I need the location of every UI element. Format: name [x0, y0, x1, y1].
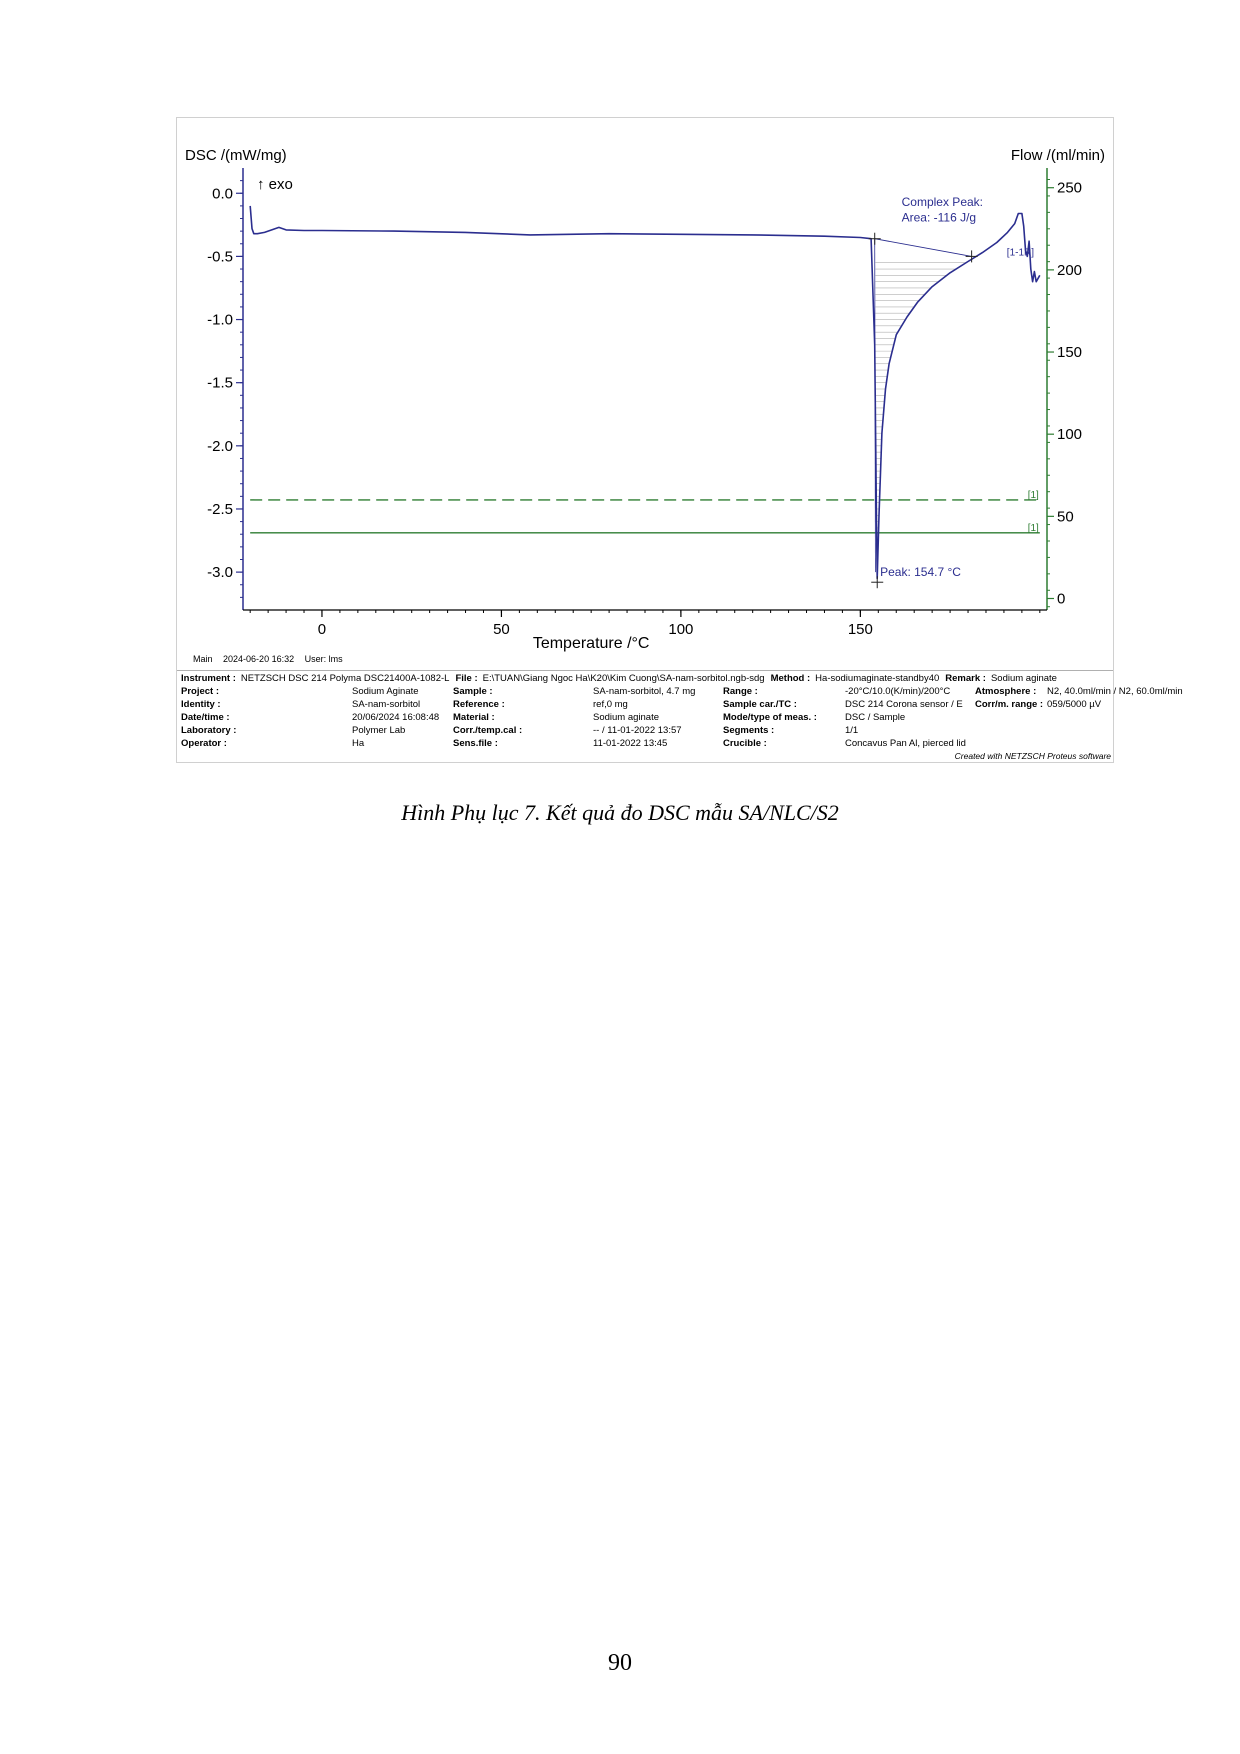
y-left-tick-label: -0.5	[207, 248, 233, 265]
info-value-1: SA-nam-sorbitol	[352, 699, 421, 710]
method-label: Method :	[770, 673, 811, 684]
instrument-value: NETZSCH DSC 214 Polyma DSC21400A-1082-L	[240, 673, 450, 684]
x-tick-label: 0	[318, 621, 326, 638]
software-credit: Created with NETZSCH Proteus software	[954, 751, 1111, 761]
info-head: Instrument : NETZSCH DSC 214 Polyma DSC21…	[181, 672, 1063, 685]
y-axis-right-title: Flow /(ml/min)	[1011, 147, 1105, 164]
info-label-3: Sample car./TC :	[723, 699, 797, 710]
integration-baseline	[874, 238, 972, 257]
page-number: 90	[608, 1650, 632, 1676]
meta-datetime: 2024-06-20 16:32	[223, 654, 295, 664]
info-label-3: Range :	[723, 686, 758, 697]
info-value-3: DSC 214 Corona sensor / E	[845, 699, 963, 710]
info-value-1: Polymer Lab	[352, 725, 406, 736]
info-value-4: 059/5000 µV	[1047, 699, 1102, 710]
instrument-label: Instrument :	[181, 673, 236, 684]
figure-caption: Hình Phụ lục 7. Kết quả đo DSC mẫu SA/NL…	[401, 800, 839, 825]
info-panel: Instrument : NETZSCH DSC 214 Polyma DSC21…	[177, 670, 1183, 751]
y-left-tick-label: -1.5	[207, 375, 233, 392]
info-label-4: Corr/m. range :	[975, 699, 1044, 710]
remark-value: Sodium aginate	[990, 673, 1057, 684]
y-left-tick-label: -1.0	[207, 312, 233, 329]
info-row: Laboratory : Polymer Lab Corr./temp.cal : -…	[177, 724, 1113, 737]
y-left-tick-label: -2.0	[207, 438, 233, 455]
info-value-2: -- / 11-01-2022 13:57	[593, 725, 682, 736]
info-label-2: Sample :	[453, 686, 493, 697]
info-value-2: 11-01-2022 13:45	[593, 738, 668, 749]
peak-label: Peak: 154.7 °C	[880, 565, 961, 579]
x-axis-title: Temperature /°C	[533, 635, 650, 652]
info-row: Operator : Ha Sens.file : 11-01-2022 13:45 C…	[177, 737, 1113, 750]
x-tick-label: 50	[493, 621, 510, 638]
curve-tag-label: [1-1R]	[1007, 248, 1034, 259]
info-value-3: -20°C/10.0(K/min)/200°C	[845, 686, 951, 697]
flow-line-label: [1]	[1028, 523, 1039, 534]
info-value-3: 1/1	[845, 725, 859, 736]
info-value-3: DSC / Sample	[845, 712, 906, 723]
info-value-3: Concavus Pan Al, pierced lid	[845, 738, 966, 749]
y-right-tick-label: 50	[1057, 508, 1074, 525]
info-label-2: Sens.file :	[453, 738, 498, 749]
y-right-tick-label: 100	[1057, 426, 1082, 443]
info-row: Project : Sodium Aginate Sample : SA-nam-so…	[177, 685, 1183, 698]
dsc-chart: DSC /(mW/mg) Flow /(ml/min) ↑ exo Temperatu…	[185, 147, 1105, 652]
remark-label: Remark :	[945, 673, 986, 684]
info-value-2: Sodium aginate	[593, 712, 660, 723]
y-left-tick-label: 0.0	[212, 185, 233, 202]
info-label-2: Reference :	[453, 699, 505, 710]
y-right-tick-label: 0	[1057, 590, 1065, 607]
info-label-2: Corr./temp.cal :	[453, 725, 523, 736]
info-label-3: Crucible :	[723, 738, 767, 749]
y-right-tick-label: 250	[1057, 180, 1082, 197]
info-row: Identity : SA-nam-sorbitol Reference : ref,…	[177, 698, 1113, 711]
flow-line-label: [1]	[1028, 490, 1039, 501]
info-label-3: Mode/type of meas. :	[723, 712, 817, 723]
info-label-1: Project :	[181, 686, 220, 697]
meta-main: Main	[193, 654, 213, 664]
info-label-1: Date/time :	[181, 712, 230, 723]
info-value-1: Ha	[352, 738, 365, 749]
info-value-4: N2, 40.0ml/min / N2, 60.0ml/min	[1047, 686, 1183, 697]
file-label: File :	[455, 673, 478, 684]
y-axis-left-title: DSC /(mW/mg)	[185, 147, 287, 164]
info-value-1: Sodium Aginate	[352, 686, 419, 697]
info-label-1: Operator :	[181, 738, 227, 749]
complex-peak-label: Complex Peak:	[902, 195, 983, 209]
method-value: Ha-sodiumaginate-standby40	[815, 673, 940, 684]
info-label-1: Identity :	[181, 699, 221, 710]
y-right-tick-label: 150	[1057, 344, 1082, 361]
y-left-tick-label: -3.0	[207, 564, 233, 581]
info-label-3: Segments :	[723, 725, 775, 736]
dsc-figure: DSC /(mW/mg) Flow /(ml/min) ↑ exo Temperatu…	[176, 117, 1183, 763]
area-label: Area: -116 J/g	[902, 210, 976, 224]
info-value-1: 20/06/2024 16:08:48	[352, 712, 440, 723]
info-label-1: Laboratory :	[181, 725, 237, 736]
meta-line: Main 2024-06-20 16:32 User: lms	[193, 654, 351, 664]
meta-user: User: lms	[304, 654, 343, 664]
dsc-curve	[249, 205, 1041, 580]
info-label-2: Material :	[453, 712, 495, 723]
x-tick-label: 150	[848, 621, 873, 638]
exo-label: ↑ exo	[257, 176, 293, 193]
y-left-tick-label: -2.5	[207, 501, 233, 518]
y-right-tick-label: 200	[1057, 262, 1082, 279]
info-label-4: Atmosphere :	[975, 686, 1037, 697]
file-value: E:\TUAN\Giang Ngoc Ha\K20\Kim Cuong\SA-n…	[482, 673, 765, 684]
info-row: Date/time : 20/06/2024 16:08:48 Material :…	[177, 711, 1113, 724]
info-value-2: ref,0 mg	[593, 699, 628, 710]
info-value-2: SA-nam-sorbitol, 4.7 mg	[593, 686, 696, 697]
x-tick-label: 100	[668, 621, 693, 638]
